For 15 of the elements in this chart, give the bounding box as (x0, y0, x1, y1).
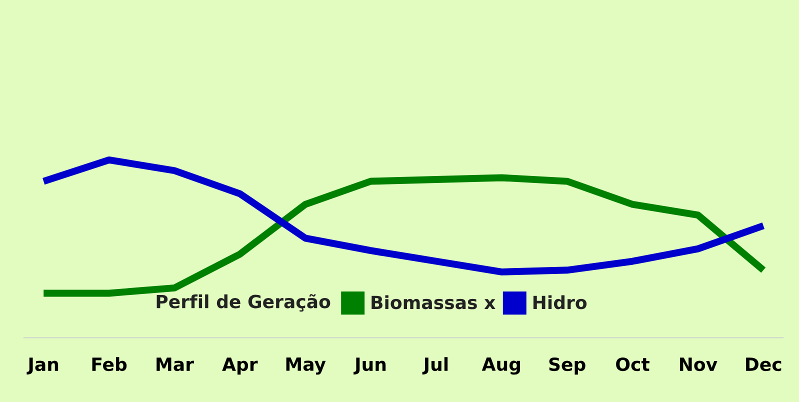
x-tick-label: Jun (354, 358, 386, 374)
x-tick-label: May (286, 358, 326, 375)
x-tick-label: Dec (746, 358, 782, 372)
x-tick-label: Sep (549, 357, 586, 375)
x-tick-label: Oct (616, 357, 650, 372)
x-tick-label: Nov (680, 358, 718, 372)
x-tick-label: Jul (422, 357, 448, 374)
legend-label: Biomassas x (372, 295, 496, 310)
x-tick-label: Mar (156, 358, 194, 372)
legend-label: Hidro (533, 295, 587, 310)
x-tick-label: Feb (92, 357, 127, 372)
x-tick-label: Apr (222, 358, 258, 375)
legend-title: Perfil de Geração (156, 294, 330, 312)
x-tick-label: Jan (26, 358, 58, 374)
x-tick-label: Aug (482, 358, 520, 375)
